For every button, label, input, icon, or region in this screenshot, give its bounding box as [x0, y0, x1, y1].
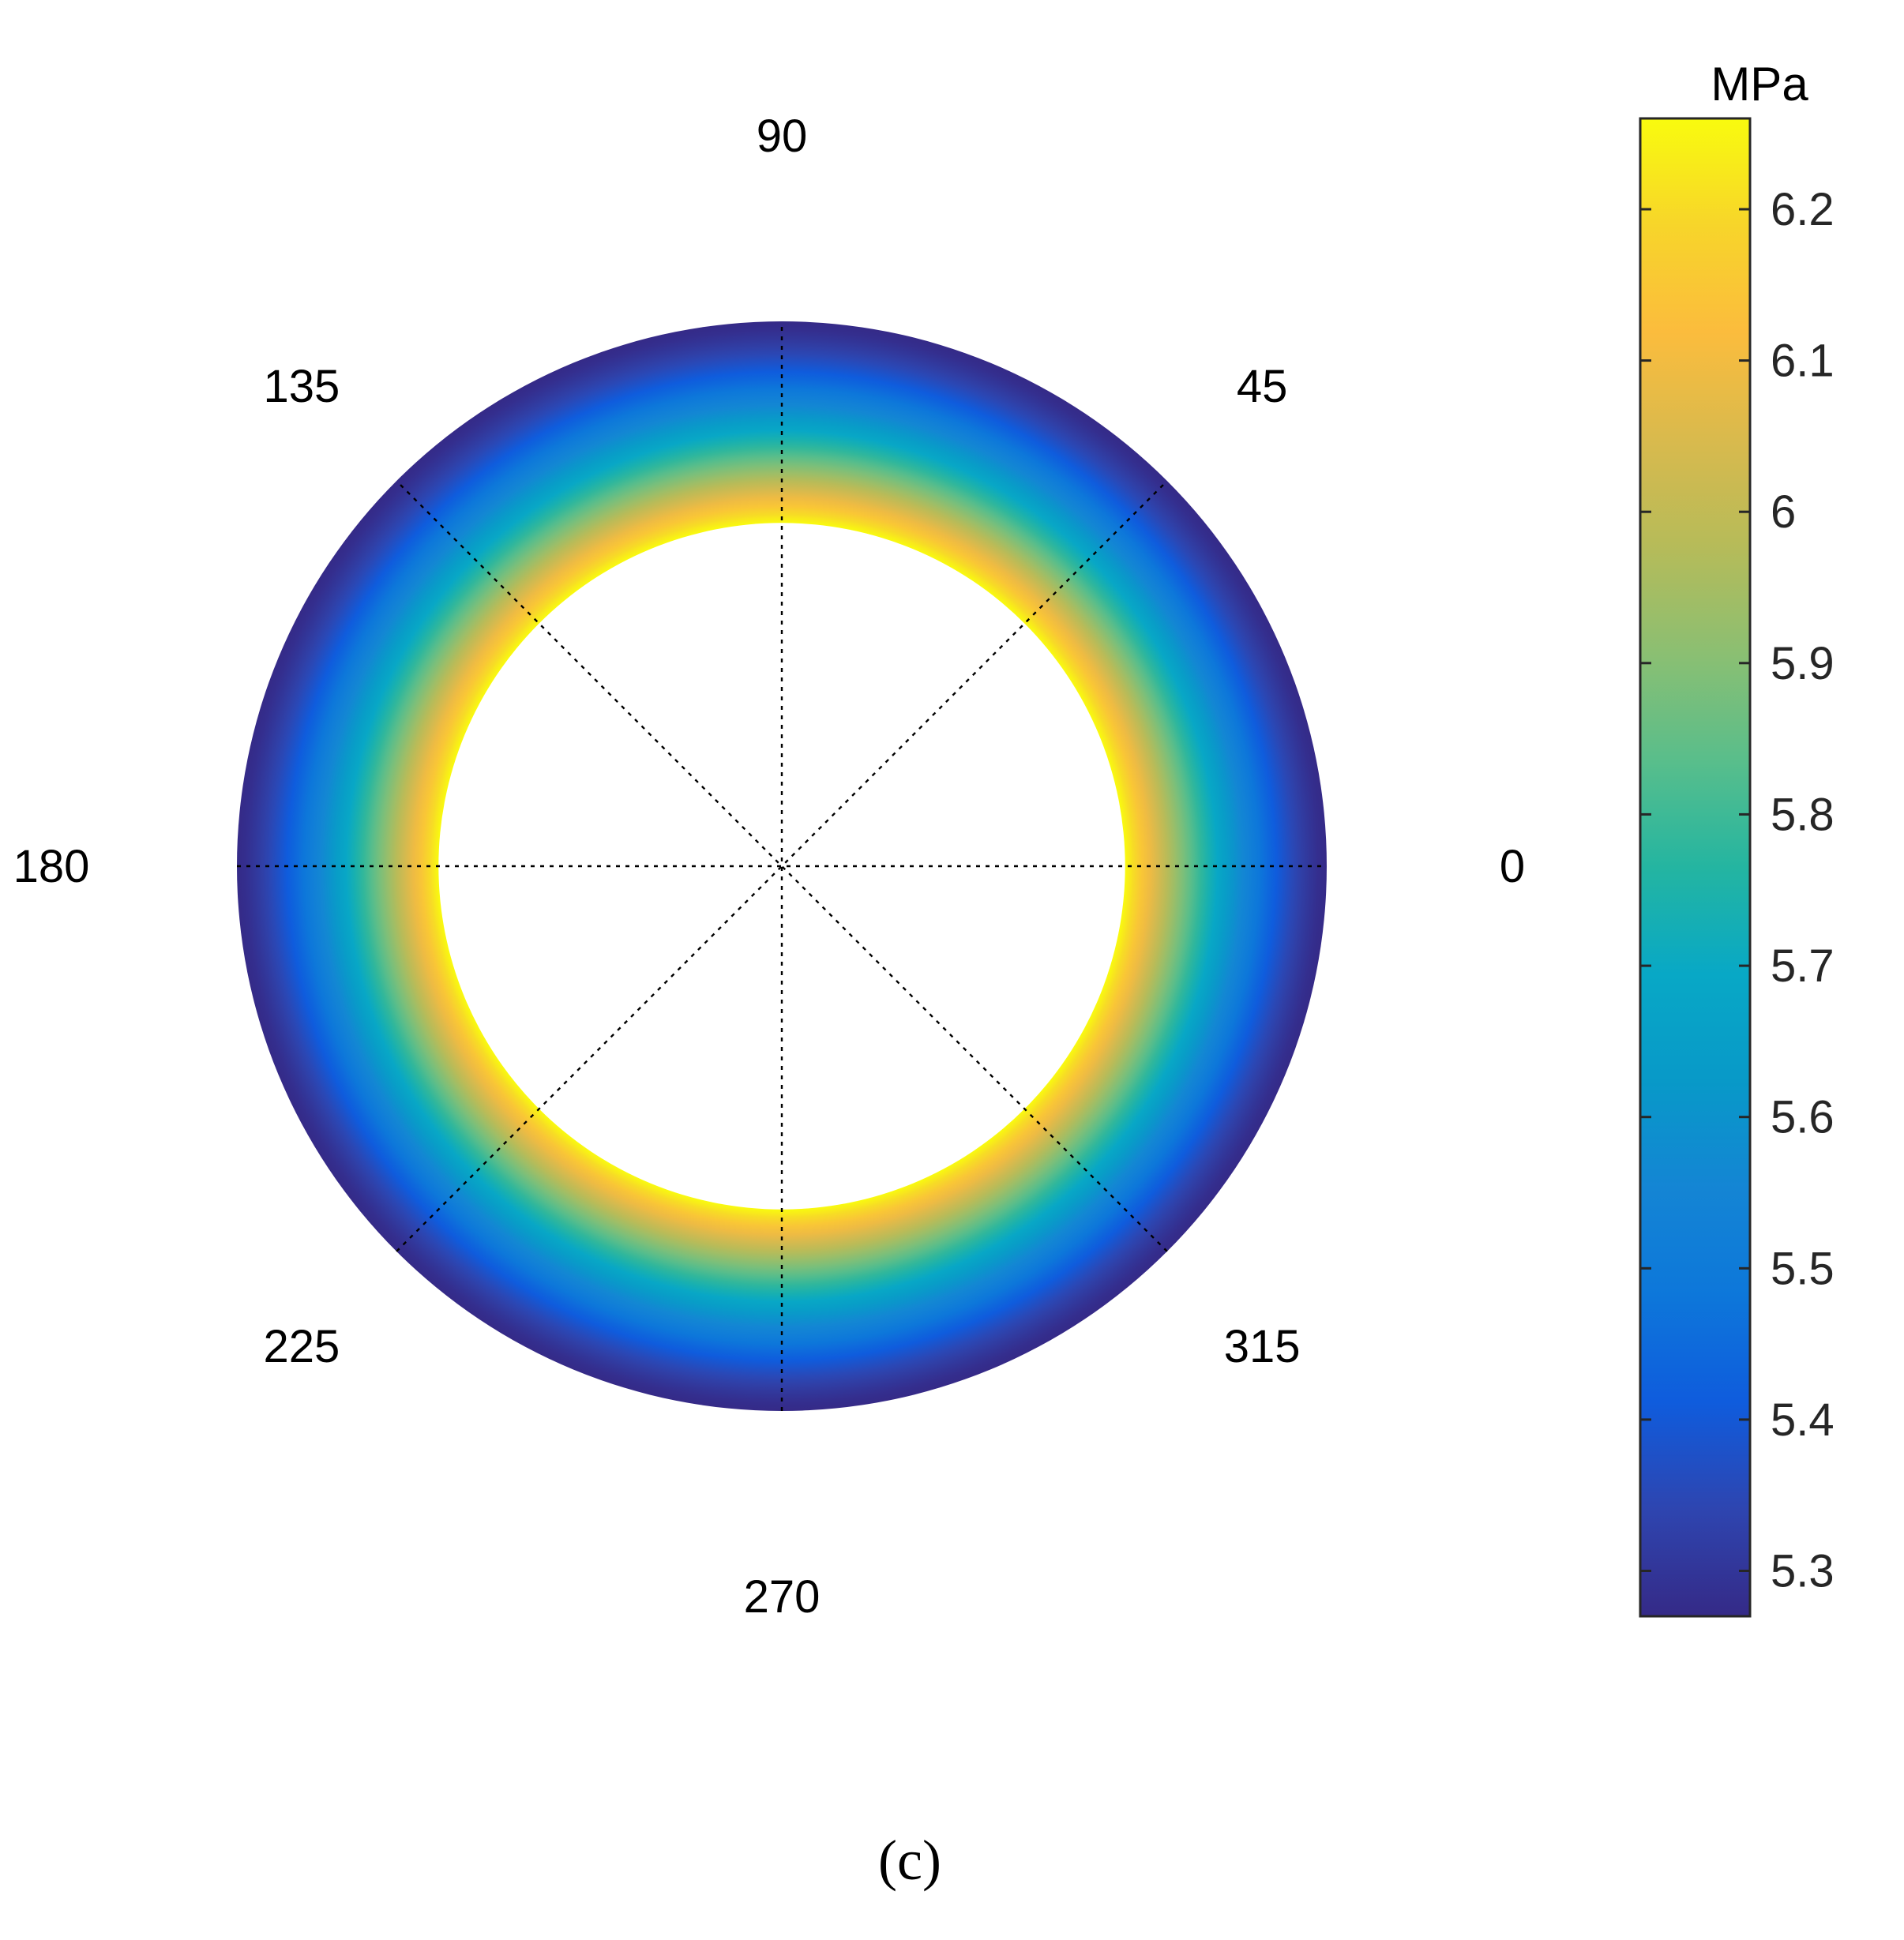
colorbar-unit-label: MPa [1711, 58, 1808, 111]
colorbar-tick-label: 5.5 [1771, 1243, 1835, 1294]
angular-tick-labels: 0 45 90 135 180 225 270 315 [13, 111, 1526, 1623]
polar-plot: 0 45 90 135 180 225 270 315 [13, 111, 1526, 1623]
angle-label-45: 45 [1237, 361, 1288, 412]
colorbar-tick-label: 5.6 [1771, 1092, 1835, 1143]
colorbar-tick-label: 5.8 [1771, 789, 1835, 840]
colorbar-ticks: 5.3 5.4 5.5 5.6 5.7 5.8 5.9 6 6.1 6.2 [1640, 184, 1835, 1597]
angle-label-180: 180 [13, 841, 90, 892]
colorbar-tick-label: 6.2 [1771, 184, 1835, 235]
angle-label-270: 270 [744, 1571, 821, 1623]
colorbar-tick-label: 6.1 [1771, 336, 1835, 387]
colorbar-tick-label: 6 [1771, 486, 1796, 538]
angle-label-135: 135 [264, 361, 340, 412]
angle-label-90: 90 [757, 111, 808, 162]
gridline-135 [396, 480, 1168, 1252]
colorbar-tick-label: 5.4 [1771, 1394, 1835, 1446]
angular-gridlines [237, 321, 1327, 1411]
angle-label-225: 225 [264, 1321, 340, 1372]
gridline-45 [396, 480, 1168, 1252]
colorbar: 5.3 5.4 5.5 5.6 5.7 5.8 5.9 6 6.1 6.2 MPa [1639, 58, 1835, 1618]
panel-label: (c) [878, 1829, 941, 1892]
angle-label-0: 0 [1500, 841, 1525, 892]
colorbar-tick-label: 5.9 [1771, 638, 1835, 689]
colorbar-bar [1639, 117, 1752, 1618]
colorbar-tick-label: 5.3 [1771, 1546, 1835, 1597]
colorbar-tick-label: 5.7 [1771, 940, 1835, 992]
angle-label-315: 315 [1224, 1321, 1301, 1372]
